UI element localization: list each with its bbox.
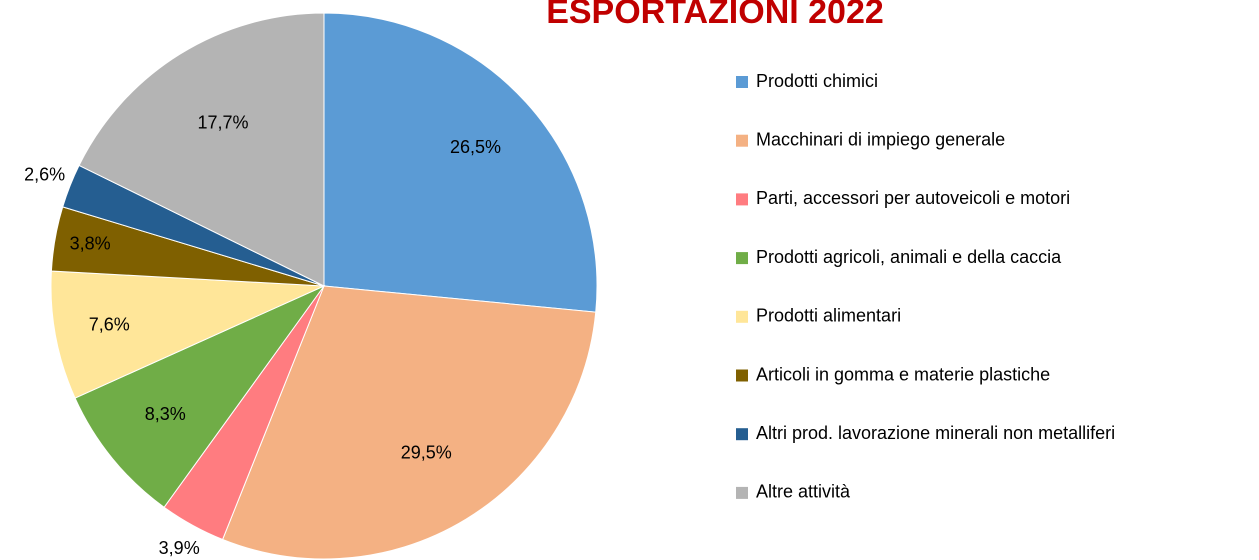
pie-slice [74, 284, 326, 508]
legend-label: Articoli in gomma e materie plastiche [756, 364, 1050, 384]
legend-swatch [736, 369, 748, 382]
data-label: 17,7% [198, 112, 249, 132]
legend-swatch [736, 310, 748, 323]
legend-swatch [736, 193, 748, 206]
pie-slice [78, 12, 325, 287]
legend-label: Altre attività [756, 482, 851, 502]
legend-swatch [736, 252, 748, 265]
data-label: 7,6% [89, 315, 130, 335]
legend-swatch [736, 486, 748, 499]
data-label: 26,5% [450, 137, 501, 157]
data-label: 3,8% [70, 234, 111, 254]
legend-swatch [736, 428, 748, 441]
data-label: 29,5% [401, 443, 452, 463]
pie-slice [50, 270, 325, 399]
legend-label: Prodotti chimici [756, 71, 878, 91]
legend-label: Macchinari di impiego generale [756, 129, 1005, 149]
legend-label: Altri prod. lavorazione minerali non met… [756, 423, 1115, 443]
data-label: 8,3% [145, 404, 186, 424]
data-label: 3,9% [159, 538, 200, 558]
pie-slice [323, 12, 598, 313]
legend-label: Prodotti alimentari [756, 306, 901, 326]
pie-slice [221, 285, 597, 560]
data-label: 2,6% [24, 165, 65, 185]
legend-label: Parti, accessori per autoveicoli e motor… [756, 188, 1070, 208]
legend-swatch [736, 76, 748, 88]
chart-title: ESPORTAZIONI 2022 [546, 0, 884, 31]
legend-swatch [736, 134, 748, 147]
legend-label: Prodotti agricoli, animali e della cacci… [756, 247, 1062, 267]
